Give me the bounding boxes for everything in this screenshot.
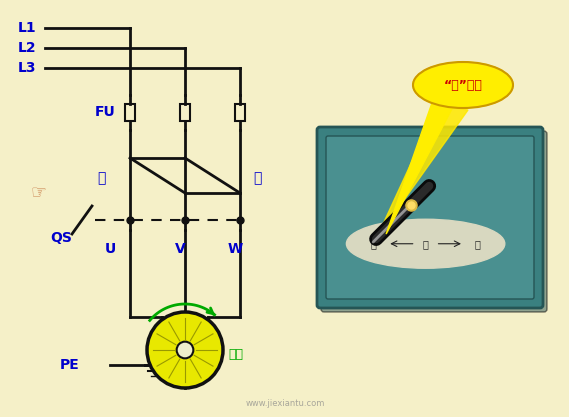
- Text: ☞: ☞: [30, 183, 46, 201]
- Polygon shape: [386, 100, 453, 234]
- Circle shape: [147, 312, 223, 388]
- Text: W: W: [228, 242, 244, 256]
- Text: 顺: 顺: [370, 239, 376, 249]
- FancyBboxPatch shape: [317, 127, 543, 308]
- Text: 倒: 倒: [253, 171, 261, 185]
- Text: 停: 停: [423, 239, 428, 249]
- Bar: [180, 104, 190, 121]
- Text: L1: L1: [18, 21, 36, 35]
- FancyBboxPatch shape: [321, 131, 547, 312]
- Ellipse shape: [347, 219, 505, 268]
- Bar: [235, 104, 245, 121]
- Text: FU: FU: [95, 105, 116, 119]
- Text: www.jiexiantu.com: www.jiexiantu.com: [245, 399, 325, 408]
- Text: L2: L2: [18, 41, 36, 55]
- FancyBboxPatch shape: [326, 136, 534, 299]
- Text: PE: PE: [60, 358, 80, 372]
- Text: L3: L3: [18, 61, 36, 75]
- Bar: [125, 104, 135, 121]
- Circle shape: [176, 342, 193, 358]
- Ellipse shape: [413, 62, 513, 108]
- Text: 正转: 正转: [228, 349, 243, 362]
- Polygon shape: [376, 105, 468, 239]
- Text: U: U: [105, 242, 116, 256]
- Text: QS: QS: [50, 231, 72, 245]
- Text: 顺: 顺: [97, 171, 105, 185]
- Text: V: V: [175, 242, 185, 256]
- Text: “顺”位置: “顺”位置: [444, 78, 483, 91]
- Text: 倒: 倒: [475, 239, 481, 249]
